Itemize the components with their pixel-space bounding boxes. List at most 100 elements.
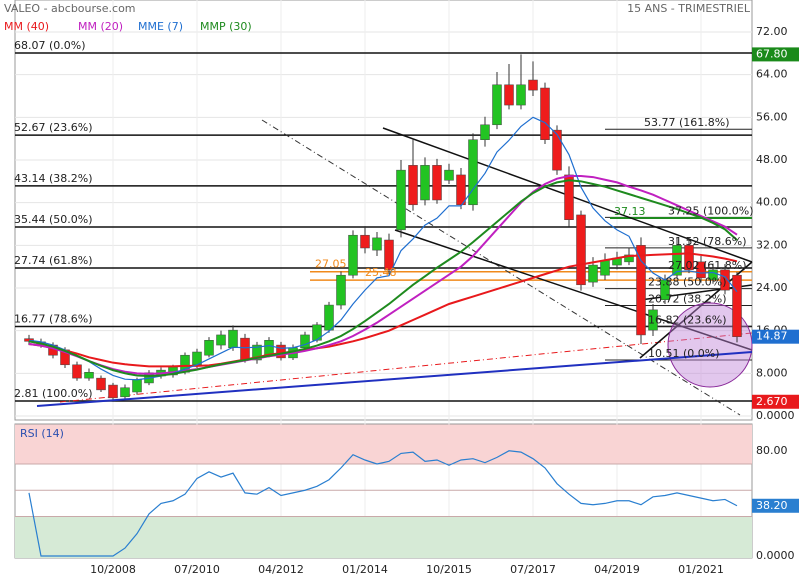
orange-level-label: 25.48 <box>365 266 397 279</box>
rsi-line <box>28 450 738 557</box>
candle-body <box>600 260 610 276</box>
candle-body <box>204 340 214 356</box>
fibonacci-label: 10.51 (0.0%) <box>648 347 720 360</box>
fibonacci-label: 53.77 (161.8%) <box>644 116 730 129</box>
candle-body <box>456 174 466 206</box>
candle-body <box>492 84 502 126</box>
y-tick-label: 0.0000 <box>756 409 795 422</box>
candle-body <box>708 269 718 281</box>
rsi-oversold-zone <box>15 516 752 558</box>
candle-body <box>216 334 226 346</box>
fibonacci-label: 37.25 (100.0%) <box>668 204 754 217</box>
price-tag <box>752 47 799 62</box>
x-tick-label: 07/2010 <box>174 563 220 576</box>
candle-body <box>696 261 706 279</box>
rsi-overbought-zone <box>15 424 752 464</box>
rsi-tag <box>752 498 799 513</box>
price-tag-label: 14.87 <box>756 330 788 343</box>
top-layer: 72.0064.0056.0048.0040.0032.0024.0016.00… <box>14 25 799 576</box>
candle-body <box>348 234 358 276</box>
green-level-label: 37.13 <box>614 205 646 218</box>
moving-average-line <box>28 179 738 378</box>
y-tick-label: 24.00 <box>756 281 788 294</box>
trend-lines <box>59 119 753 416</box>
rsi-tick-label: 0.0000 <box>756 549 795 562</box>
price-tag-label: 67.80 <box>756 47 788 60</box>
candle-body <box>132 379 142 393</box>
candle-body <box>300 334 310 348</box>
legend-entry: MMP (30) <box>200 20 252 33</box>
fibonacci-label: 68.07 (0.0%) <box>14 39 86 52</box>
fibonacci-label: 20.72 (38.2%) <box>648 292 727 305</box>
candle-body <box>324 304 334 331</box>
fibonacci-label: 31.52 (78.6%) <box>668 235 747 248</box>
candle-body <box>108 384 118 399</box>
y-tick-label: 72.00 <box>756 25 788 38</box>
over-layer <box>24 54 742 557</box>
candle-body <box>408 165 418 206</box>
candle-body <box>384 239 394 271</box>
trend-line <box>261 119 741 416</box>
candle-body <box>240 337 250 361</box>
x-tick-label: 04/2012 <box>258 563 304 576</box>
x-tick-label: 10/2015 <box>426 563 472 576</box>
x-tick-label: 01/2014 <box>342 563 388 576</box>
price-tag <box>752 329 799 344</box>
candle-body <box>480 124 490 140</box>
x-tick-label: 10/2008 <box>90 563 136 576</box>
fibonacci-label: 35.44 (50.0%) <box>14 213 93 226</box>
fibonacci-label: 23.88 (50.0%) <box>648 276 727 289</box>
candle-body <box>720 269 730 291</box>
candle-body <box>576 214 586 286</box>
y-tick-label: 48.00 <box>756 153 788 166</box>
candle-body <box>360 234 370 249</box>
candle-body <box>528 79 538 91</box>
price-tag-label: 2.670 <box>756 395 788 408</box>
under-layer <box>15 0 752 558</box>
candle-body <box>336 274 346 306</box>
highlight-circle <box>667 302 753 388</box>
fibonacci-label: 16.82 (23.6%) <box>648 313 727 326</box>
fibonacci-label: 43.14 (38.2%) <box>14 172 93 185</box>
x-tick-label: 04/2019 <box>594 563 640 576</box>
candle-body <box>732 274 742 337</box>
fibonacci-label: 27.74 (61.8%) <box>14 254 93 267</box>
candle-body <box>96 377 106 391</box>
fibonacci-label: 2.81 (100.0%) <box>14 387 93 400</box>
candle-body <box>540 87 550 140</box>
candle-body <box>648 309 658 331</box>
candle-body <box>396 169 406 231</box>
y-tick-label: 64.00 <box>756 68 788 81</box>
candle-body <box>564 174 574 220</box>
candle-body <box>516 84 526 106</box>
moving-average-line <box>28 252 738 368</box>
candle-body <box>684 245 694 271</box>
candle-body <box>468 139 478 206</box>
header-title: VALEO - abcbourse.com <box>4 2 136 15</box>
y-tick-label: 40.00 <box>756 196 788 209</box>
fibonacci-label: 16.77 (78.6%) <box>14 313 93 326</box>
candle-body <box>24 338 34 342</box>
legend-entry: MM (40) <box>4 20 49 33</box>
candle-body <box>588 264 598 283</box>
candle-body <box>432 165 442 201</box>
legend-entry: MM (20) <box>78 20 123 33</box>
rsi-tag-label: 38.20 <box>756 499 788 512</box>
support-line <box>36 351 753 407</box>
moving-average-line <box>28 116 738 381</box>
orange-level-label: 27.05 <box>315 258 347 271</box>
trend-line <box>59 332 753 403</box>
candle-body <box>624 254 634 263</box>
candle-body <box>420 165 430 201</box>
candle-body <box>228 329 238 348</box>
candle-body <box>252 344 262 361</box>
candle-body <box>372 237 382 251</box>
y-tick-label: 56.00 <box>756 110 788 123</box>
candle-body <box>636 245 646 336</box>
header-period: 15 ANS - TRIMESTRIEL <box>627 2 751 15</box>
fibonacci-label: 27.02 (61.8%) <box>668 259 747 272</box>
legend: MM (40) MM (20) MME (7) MMP (30) <box>4 20 252 33</box>
moving-average-line <box>28 175 738 375</box>
x-tick-label: 01/2021 <box>678 563 724 576</box>
